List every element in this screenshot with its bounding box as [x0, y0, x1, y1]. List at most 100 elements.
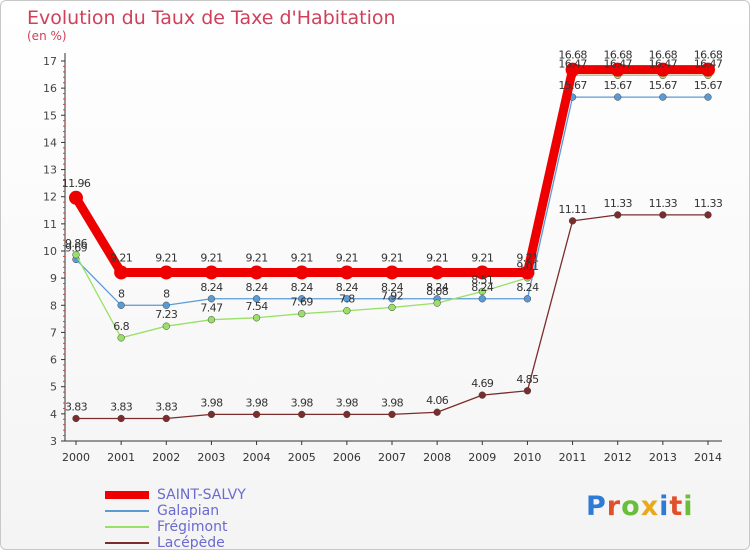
data-point	[704, 211, 712, 219]
data-label: 9.69	[65, 241, 88, 254]
data-label: 8	[118, 287, 125, 300]
data-label: 3.98	[381, 396, 404, 409]
data-point	[343, 295, 351, 303]
data-label: 16.68	[558, 49, 587, 62]
data-point	[565, 62, 580, 77]
data-label: 8.51	[471, 273, 493, 286]
unit-label: (en %)	[27, 29, 67, 43]
x-tick-label: 2002	[152, 451, 180, 464]
chart-title: Evolution du Taux de Taxe d'Habitation	[27, 7, 396, 29]
data-label: 7.8	[339, 293, 355, 306]
data-label: 8.08	[426, 285, 449, 298]
data-label: 9.01	[516, 260, 538, 273]
data-point	[339, 265, 354, 280]
data-label: 15.67	[649, 79, 678, 92]
data-point	[659, 211, 667, 219]
data-label: 9.21	[426, 251, 448, 264]
data-point	[430, 265, 445, 280]
legend-label-fregimont: Frégimont	[157, 519, 228, 535]
data-label: 16.68	[649, 49, 678, 62]
data-label: 8.24	[200, 281, 223, 294]
data-point	[478, 391, 486, 399]
data-point	[614, 93, 622, 101]
x-tick-label: 2005	[288, 451, 316, 464]
data-point	[478, 287, 486, 296]
data-point	[388, 303, 396, 312]
data-label: 3.98	[291, 396, 314, 409]
data-point	[252, 314, 261, 322]
data-point	[117, 414, 125, 423]
x-tick-label: 2004	[243, 451, 271, 464]
data-label: 3.98	[200, 396, 223, 409]
y-tick-label: 16	[43, 82, 57, 95]
data-label: 11.96	[62, 177, 91, 190]
data-label: 9.21	[246, 251, 268, 264]
data-label: 4.85	[516, 373, 539, 386]
data-label: 15.67	[694, 79, 723, 92]
data-point	[568, 217, 577, 225]
x-tick-label: 2003	[197, 451, 225, 464]
y-tick-label: 15	[43, 109, 57, 122]
y-tick-label: 9	[50, 272, 57, 285]
data-point	[114, 265, 129, 280]
data-label: 9.21	[291, 251, 313, 264]
data-label: 7.69	[291, 296, 314, 309]
data-point	[388, 410, 396, 419]
y-tick-label: 10	[43, 245, 57, 258]
data-label: 11.33	[694, 197, 723, 210]
data-label: 9.21	[336, 251, 358, 264]
data-label: 8.24	[471, 281, 494, 294]
y-tick-label: 8	[50, 299, 57, 312]
data-point	[614, 211, 622, 219]
data-point	[475, 265, 490, 280]
legend-swatch-fregimont	[105, 526, 149, 528]
x-tick-label: 2012	[604, 451, 632, 464]
data-point	[659, 93, 667, 101]
y-tick-label: 5	[50, 381, 57, 394]
data-label: 8.24	[426, 281, 449, 294]
data-label: 9.21	[471, 251, 493, 264]
data-label: 16.47	[649, 57, 678, 70]
data-point	[704, 93, 712, 101]
legend-item-lacepede: Lacépède	[105, 535, 246, 550]
x-tick-label: 2011	[559, 451, 587, 464]
x-tick-label: 2008	[423, 451, 451, 464]
y-tick-label: 4	[50, 408, 57, 421]
data-point	[343, 410, 351, 419]
data-label: 8	[163, 287, 170, 300]
data-label: 11.11	[558, 203, 587, 216]
data-point	[523, 387, 532, 395]
data-point	[478, 295, 486, 303]
data-point	[701, 62, 715, 77]
data-label: 8.24	[336, 281, 359, 294]
legend-item-saint-salvy: SAINT-SALVY	[105, 487, 246, 503]
data-label: 11.33	[603, 197, 632, 210]
y-tick-label: 17	[43, 55, 57, 68]
legend-swatch-lacepede	[105, 542, 149, 544]
legend-label-lacepede: Lacépède	[157, 535, 225, 550]
data-label: 16.47	[603, 57, 632, 70]
data-label: 8.24	[291, 281, 314, 294]
data-point	[433, 408, 441, 416]
data-point	[298, 310, 306, 318]
y-tick-label: 13	[43, 164, 57, 177]
y-tick-label: 6	[50, 354, 57, 367]
data-label: 3.98	[336, 396, 359, 409]
data-label: 9.21	[200, 251, 222, 264]
data-point	[523, 295, 532, 303]
y-tick-label: 14	[43, 136, 57, 149]
legend-swatch-galapian	[105, 510, 149, 512]
data-label: 16.68	[694, 49, 723, 62]
data-label: 3.83	[155, 400, 178, 413]
data-label: 3.98	[246, 396, 269, 409]
data-point	[252, 410, 261, 419]
data-label: 8.24	[516, 281, 539, 294]
data-point	[252, 295, 261, 303]
data-point	[159, 265, 174, 280]
data-point	[69, 190, 83, 205]
x-tick-label: 2001	[107, 451, 135, 464]
legend-swatch-saint-salvy	[105, 491, 149, 499]
data-point	[72, 414, 80, 423]
data-label: 3.83	[110, 400, 133, 413]
y-tick-label: 3	[50, 435, 57, 448]
